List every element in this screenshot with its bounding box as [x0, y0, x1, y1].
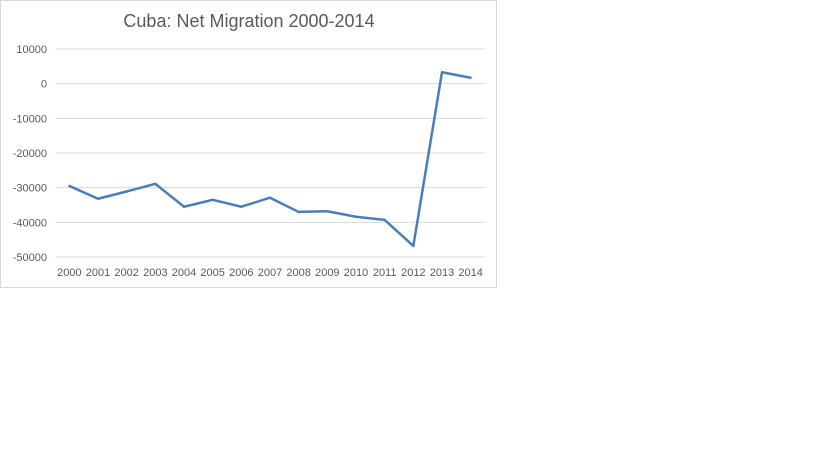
x-tick-label: 2007 [258, 267, 282, 279]
data-point [182, 205, 186, 208]
data-point [297, 210, 300, 214]
series-line [68, 70, 471, 248]
x-tick-label: 2013 [430, 267, 454, 279]
data-point [412, 244, 415, 248]
y-tick-label: -50000 [13, 252, 47, 264]
data-point [125, 190, 128, 193]
data-point [469, 76, 472, 79]
y-tick-label: -20000 [13, 148, 47, 160]
line-chart: Cuba: Net Migration 2000-2014 10000 0 -100… [13, 11, 485, 279]
data-point [326, 210, 329, 213]
x-tick-label: 2006 [229, 267, 253, 279]
data-point [383, 218, 386, 222]
y-tick-label: -40000 [13, 217, 47, 229]
x-tick-label: 2000 [57, 267, 81, 279]
data-point [440, 71, 444, 74]
x-tick-label: 2002 [114, 267, 138, 279]
y-tick-label: 10000 [16, 44, 47, 56]
data-point [68, 184, 71, 188]
x-tick-label: 2005 [200, 267, 224, 279]
y-tick-label: -10000 [13, 113, 47, 125]
x-tick-label: 2001 [86, 267, 110, 279]
data-point [268, 196, 272, 199]
x-tick-label: 2009 [315, 267, 339, 279]
data-point [211, 198, 214, 201]
data-point [96, 197, 100, 200]
x-tick-label: 2011 [373, 267, 397, 279]
y-tick-label: -30000 [13, 183, 47, 195]
x-tick-label: 2003 [143, 267, 167, 279]
x-tick-label: 2014 [458, 267, 482, 279]
data-point [354, 215, 358, 218]
chart-title: Cuba: Net Migration 2000-2014 [123, 11, 374, 31]
x-tick-label: 2008 [286, 267, 310, 279]
chart-area: Cuba: Net Migration 2000-2014 10000 0 -100… [0, 0, 497, 288]
x-tick-label: 2004 [172, 267, 196, 279]
data-point [240, 205, 243, 208]
x-tick-label: 2010 [344, 267, 368, 279]
y-tick-label: 0 [41, 79, 47, 91]
data-point [154, 182, 157, 186]
x-tick-label: 2012 [401, 267, 425, 279]
